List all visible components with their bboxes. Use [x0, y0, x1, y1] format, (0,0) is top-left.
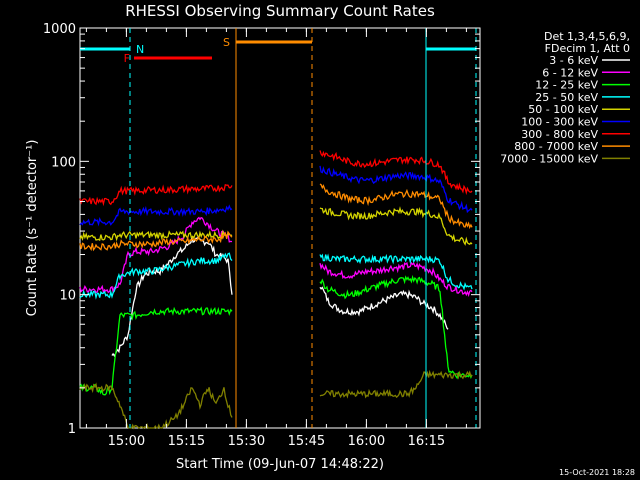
legend-label: 6 - 12 keV	[542, 66, 598, 79]
vline-layer	[129, 28, 477, 428]
x-axis: 15:00 15:15 15:30 15:45 16:00 16:15	[85, 28, 467, 449]
series-layer	[79, 150, 473, 430]
chart-title: RHESSI Observing Summary Count Rates	[125, 2, 435, 20]
annotation-label-n: N	[136, 43, 144, 56]
plot-area: NF S 1 10 100 1000 15:00 15:15 15:30 15:45 16:00…	[43, 22, 481, 449]
series-line-3	[79, 252, 473, 300]
legend-label: 25 - 50 keV	[535, 91, 598, 104]
legend-label: 800 - 7000 keV	[514, 140, 598, 153]
series-line-5	[79, 165, 473, 227]
series-line-0	[111, 237, 449, 358]
legend-label: 7000 - 15000 keV	[500, 152, 598, 165]
annotation-layer: NF S	[80, 36, 476, 65]
legend-label: 50 - 100 keV	[528, 103, 598, 116]
x-tick-label: 15:30	[228, 434, 265, 449]
legend-label: 100 - 300 keV	[521, 116, 598, 129]
series-line-7	[79, 183, 473, 252]
annotation-label-s: S	[223, 36, 230, 49]
plot-frame	[79, 27, 481, 429]
legend-label: 12 - 25 keV	[535, 79, 598, 92]
x-tick-label: 15:45	[288, 434, 325, 449]
x-tick-label: 15:00	[108, 434, 145, 449]
series-line-2	[79, 274, 473, 396]
annotation-label-f: F	[124, 52, 130, 65]
series-line-8	[79, 369, 473, 430]
legend-header-1: Det 1,3,4,5,6,9,	[544, 30, 630, 43]
series-line-6	[79, 150, 473, 207]
y-axis-label: Count Rate (s⁻¹ detector⁻¹)	[25, 140, 40, 317]
x-axis-label: Start Time (09-Jun-07 14:48:22)	[176, 457, 384, 472]
series-line-4	[79, 206, 473, 246]
y-tick-label: 1	[68, 422, 76, 437]
series-line-1	[79, 216, 473, 297]
y-tick-label: 10	[59, 289, 76, 304]
legend: Det 1,3,4,5,6,9, FDecim 1, Att 0 3 - 6 k…	[500, 30, 630, 165]
legend-label: 300 - 800 keV	[521, 128, 598, 141]
x-tick-label: 16:00	[348, 434, 385, 449]
x-tick-label: 16:15	[408, 434, 445, 449]
x-tick-label: 15:15	[168, 434, 205, 449]
footer-timestamp: 15-Oct-2021 18:28	[559, 468, 635, 477]
y-axis: 1 10 100 1000	[43, 22, 480, 437]
legend-header-2: FDecim 1, Att 0	[545, 42, 630, 55]
y-tick-label: 100	[51, 155, 76, 170]
y-tick-label: 1000	[43, 22, 76, 37]
legend-label: 3 - 6 keV	[549, 54, 598, 67]
